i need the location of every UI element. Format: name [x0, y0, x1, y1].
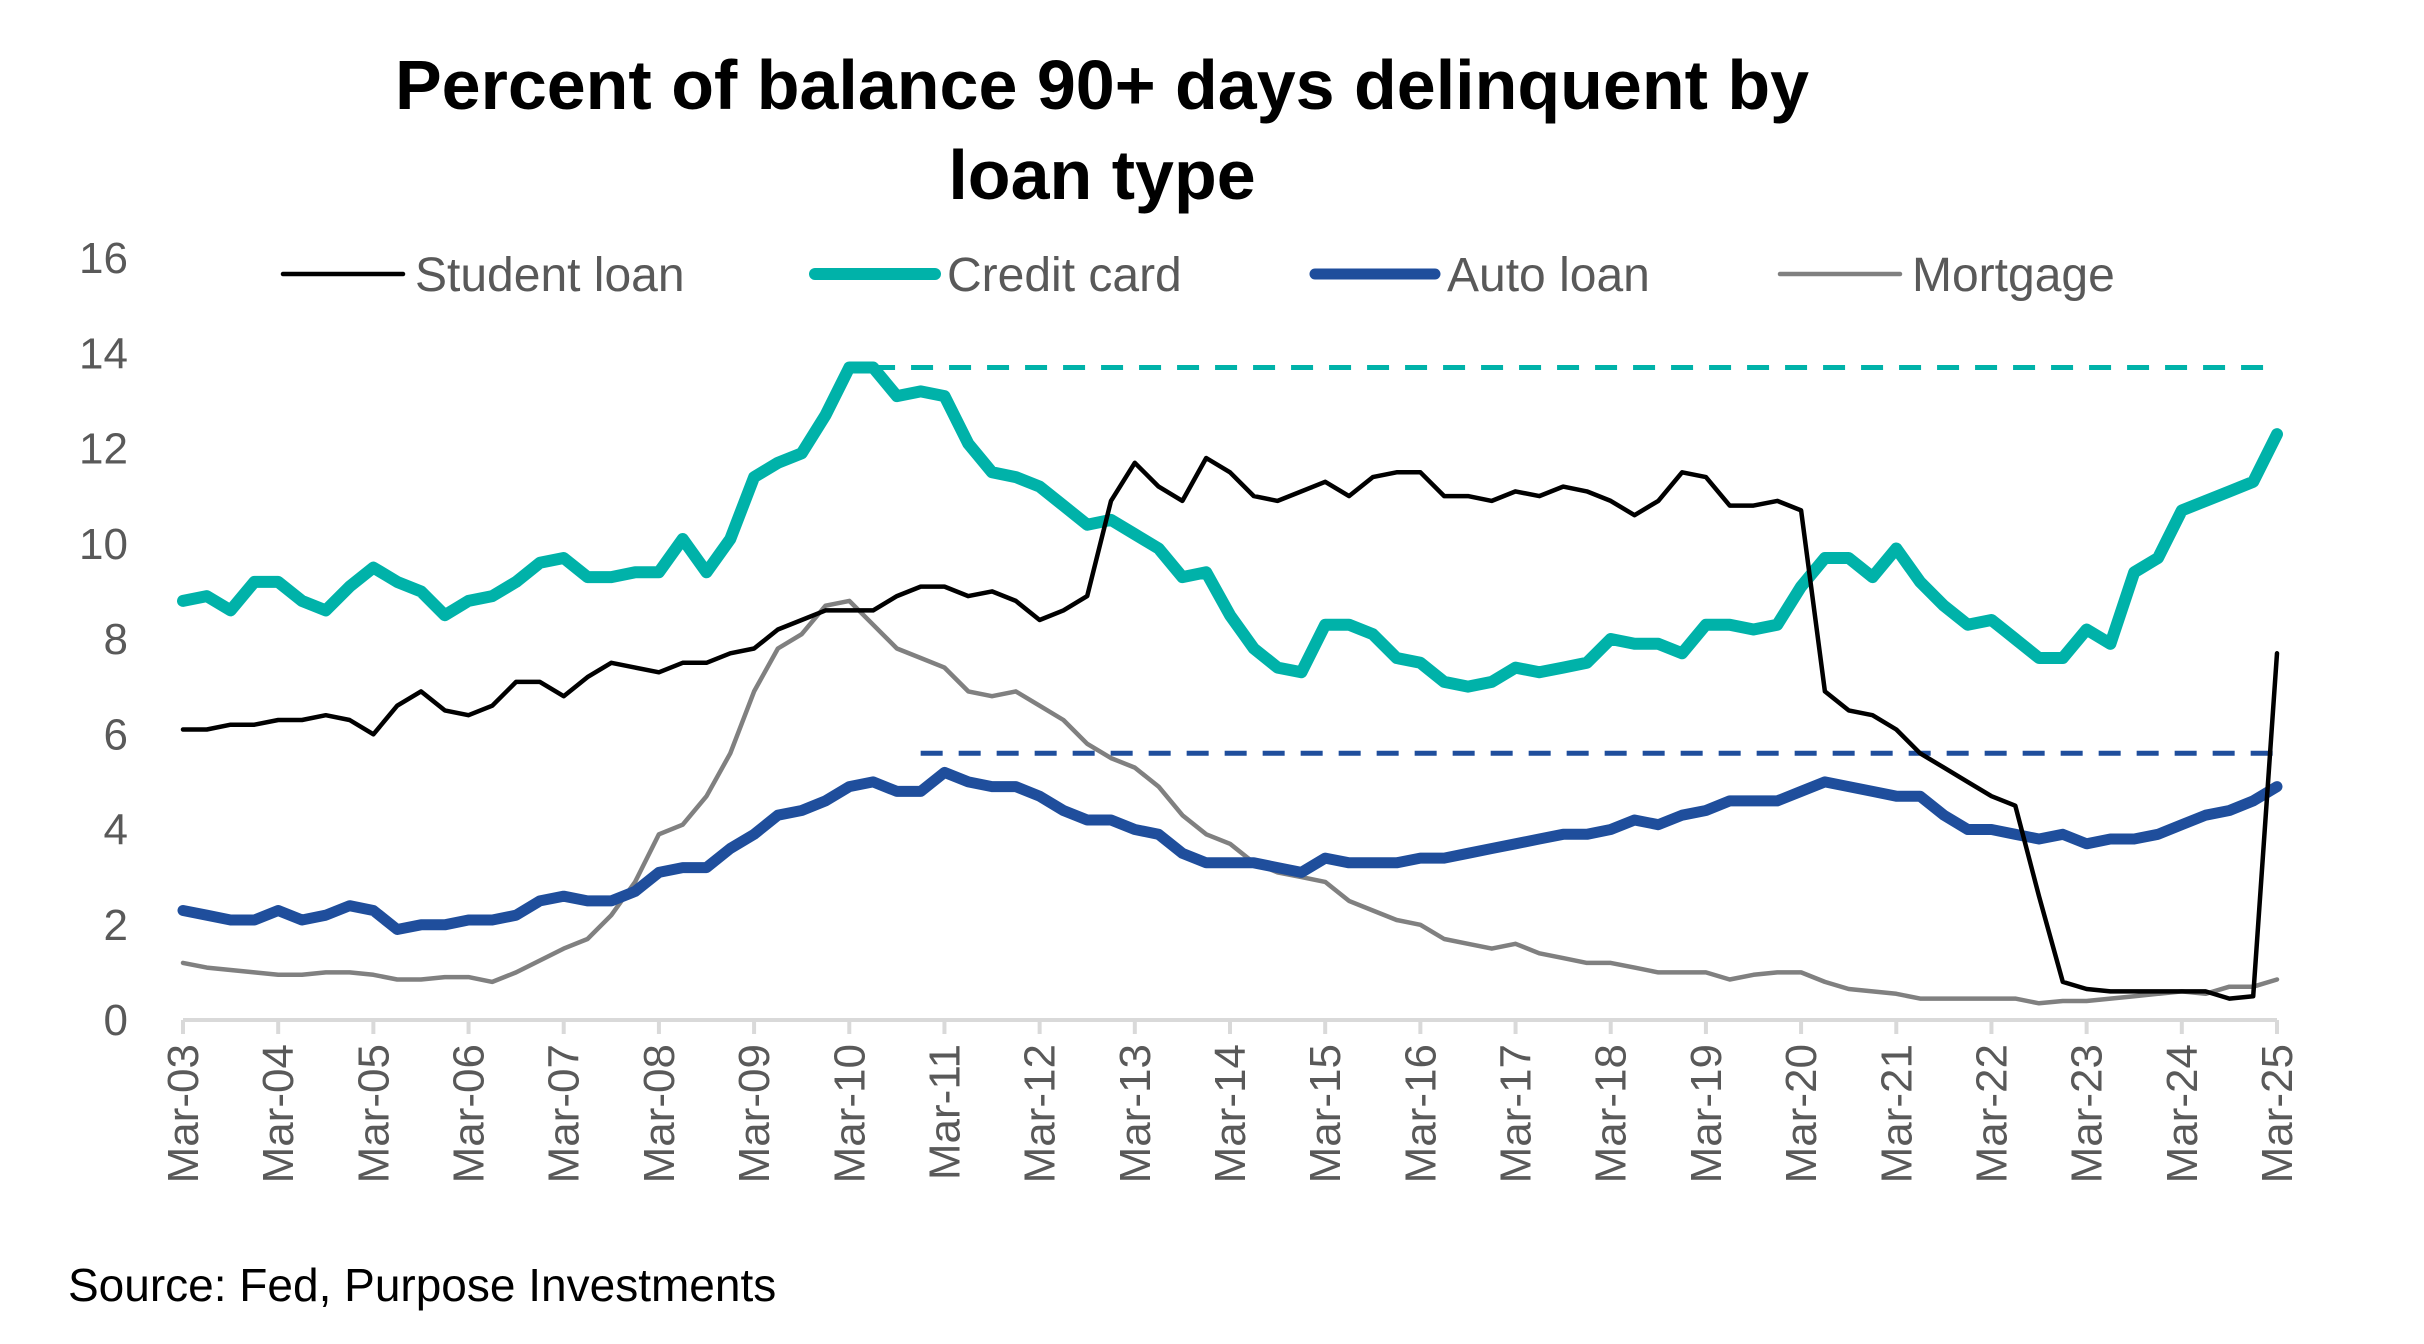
- series-line-credit-card: [177, 361, 2283, 693]
- x-tick-label: Mar-25: [2253, 1044, 2302, 1183]
- x-tick-label: Mar-07: [540, 1044, 589, 1183]
- x-tick-label: Mar-24: [2158, 1044, 2207, 1183]
- chart-title-line-2: loan type: [948, 136, 1256, 214]
- y-tick-label: 2: [104, 901, 128, 950]
- chart-title: Percent of balance 90+ days delinquent b…: [0, 40, 2424, 220]
- x-tick-label: Mar-10: [825, 1044, 874, 1183]
- y-tick-label: 10: [79, 520, 128, 569]
- x-tick-label: Mar-17: [1492, 1044, 1541, 1183]
- series-line-auto-loan: [177, 766, 2283, 935]
- x-tick-label: Mar-03: [159, 1044, 208, 1183]
- source-note: Source: Fed, Purpose Investments: [68, 1259, 777, 1311]
- y-tick-label: 12: [79, 425, 128, 474]
- legend-label-mortgage: Mortgage: [1912, 249, 2115, 302]
- x-tick-label: Mar-15: [1301, 1044, 1350, 1183]
- x-tick-label: Mar-20: [1777, 1044, 1826, 1183]
- chart-title-line-1: Percent of balance 90+ days delinquent b…: [394, 46, 1810, 124]
- x-tick-label: Mar-05: [349, 1044, 398, 1183]
- x-tick-label: Mar-09: [730, 1044, 779, 1183]
- series-line-mortgage: [180, 598, 2280, 1006]
- x-tick-label: Mar-06: [445, 1044, 494, 1183]
- x-tick-label: Mar-11: [920, 1044, 969, 1180]
- x-tick-label: Mar-22: [1967, 1044, 2016, 1183]
- y-tick-label: 0: [104, 996, 128, 1045]
- y-tick-label: 14: [79, 329, 128, 378]
- legend-label-student-loan: Student loan: [415, 249, 685, 302]
- x-tick-label: Mar-21: [1872, 1044, 1921, 1183]
- x-tick-label: Mar-04: [254, 1044, 303, 1183]
- x-tick-label: Mar-18: [1587, 1044, 1636, 1183]
- x-tick-label: Mar-08: [635, 1044, 684, 1183]
- y-tick-label: 4: [104, 806, 128, 855]
- legend-label-auto-loan: Auto loan: [1447, 249, 1650, 302]
- x-tick-label: Mar-13: [1111, 1044, 1160, 1183]
- y-tick-label: 16: [79, 234, 128, 283]
- series-line-student-loan: [180, 455, 2280, 1001]
- x-tick-label: Mar-12: [1016, 1044, 1065, 1183]
- x-tick-label: Mar-16: [1396, 1044, 1445, 1183]
- legend-label-credit-card: Credit card: [947, 249, 1182, 302]
- x-tick-label: Mar-19: [1682, 1044, 1731, 1183]
- y-tick-label: 6: [104, 710, 128, 759]
- x-tick-label: Mar-23: [2063, 1044, 2112, 1183]
- y-tick-label: 8: [104, 615, 128, 664]
- x-tick-label: Mar-14: [1206, 1044, 1255, 1183]
